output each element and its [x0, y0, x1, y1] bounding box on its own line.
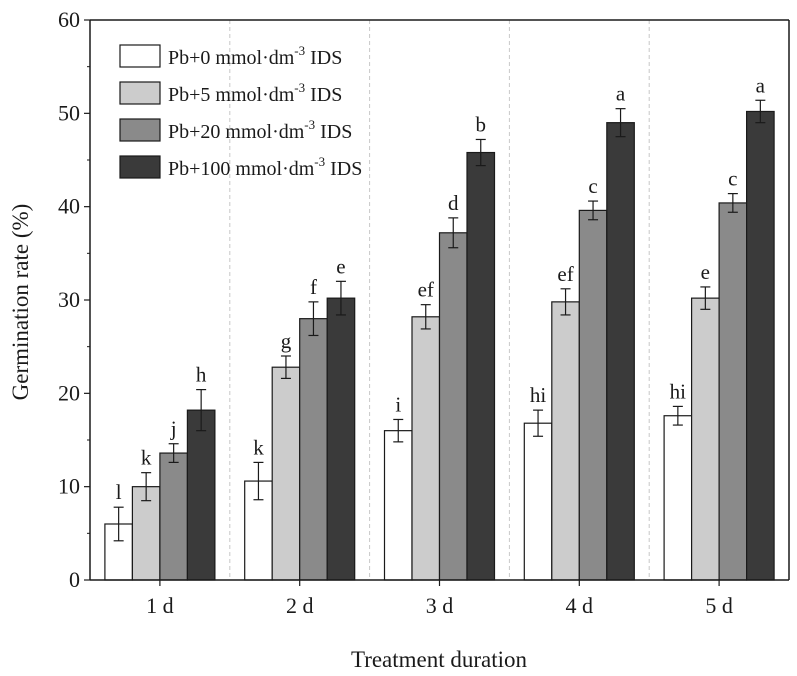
legend-entry: Pb+0 mmol·dm-3 IDS [168, 43, 342, 69]
significance-label: l [116, 480, 122, 504]
axes-group: 0 10 20 30 40 50 60 1 d 2 d 3 d 4 d 5 d [58, 7, 790, 618]
y-tick-label: 50 [58, 100, 80, 125]
significance-label: a [616, 82, 626, 106]
significance-label: a [756, 73, 766, 97]
significance-label: g [281, 329, 292, 353]
significance-label: ef [557, 262, 573, 286]
significance-label: j [170, 417, 177, 441]
y-tick-label: 10 [58, 474, 80, 499]
bar [745, 110, 775, 581]
legend-entry: Pb+5 mmol·dm-3 IDS [168, 80, 342, 106]
significance-label: f [310, 275, 317, 299]
bar [523, 422, 553, 581]
legend-swatch [119, 118, 161, 142]
bar [326, 297, 356, 581]
bar [411, 316, 441, 581]
x-tick-label: 2 d [286, 593, 314, 618]
significance-label: e [701, 260, 710, 284]
bar [438, 232, 468, 581]
bar [159, 452, 188, 581]
x-tick-label: 5 d [705, 593, 733, 618]
legend-swatch [119, 155, 161, 179]
significance-label: c [588, 174, 597, 198]
bar [383, 430, 413, 581]
y-tick-label: 0 [69, 567, 80, 592]
significance-label: c [728, 167, 737, 191]
bar [718, 202, 748, 581]
y-tick-label: 30 [58, 287, 80, 312]
x-tick-label: 4 d [566, 593, 594, 618]
significance-label: d [448, 191, 459, 215]
x-tick-label: 3 d [426, 593, 454, 618]
bar [299, 318, 328, 581]
significance-label: i [395, 392, 401, 416]
category-separators [229, 20, 650, 580]
bar [578, 209, 608, 581]
legend: Pb+0 mmol·dm-3 IDS Pb+5 mmol·dm-3 IDS Pb+2… [119, 43, 362, 180]
bar [271, 366, 301, 581]
significance-label: ef [418, 278, 434, 302]
significance-label: k [253, 435, 264, 459]
legend-swatch [119, 44, 161, 68]
bar [551, 301, 580, 581]
significance-label: hi [530, 383, 547, 407]
x-tick-label: 1 d [146, 593, 174, 618]
y-tick-label: 20 [58, 380, 80, 405]
legend-entry: Pb+20 mmol·dm-3 IDS [168, 117, 352, 143]
legend-entry: Pb+100 mmol·dm-3 IDS [168, 154, 362, 180]
significance-label: e [336, 254, 345, 278]
bar [606, 122, 635, 581]
significance-label: b [476, 112, 487, 136]
legend-swatch [119, 81, 161, 105]
significance-label: hi [670, 379, 687, 403]
bar [690, 297, 720, 581]
significance-label: k [141, 446, 152, 470]
y-tick-label: 60 [58, 7, 80, 32]
y-axis-title: Germination rate (%) [8, 204, 33, 401]
x-axis-title: Treatment duration [351, 647, 528, 672]
significance-label: h [196, 363, 207, 387]
y-tick-label: 40 [58, 194, 80, 219]
bar [186, 409, 216, 581]
bar [663, 415, 693, 581]
bar [466, 151, 496, 581]
